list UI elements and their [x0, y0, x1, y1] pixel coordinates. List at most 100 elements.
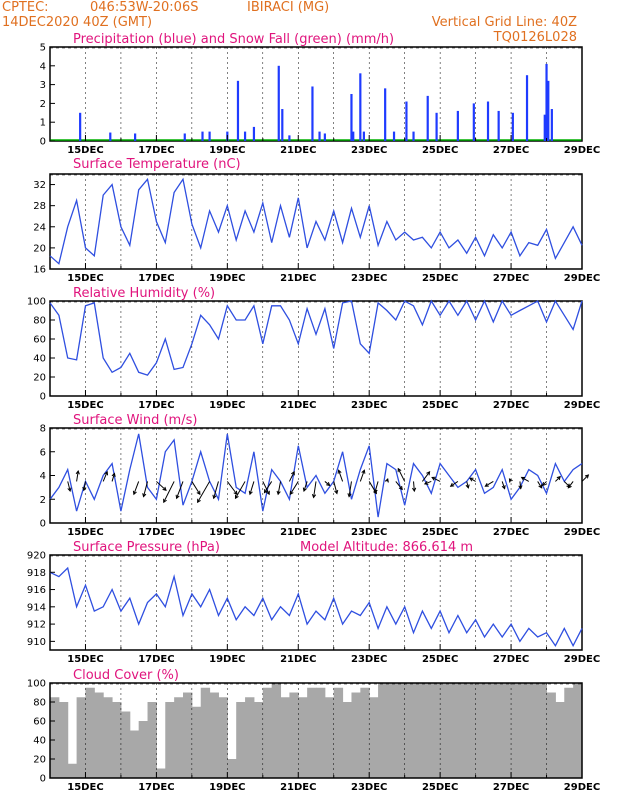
wind-arrow-head — [449, 482, 455, 487]
wind-arrow-head — [234, 494, 239, 500]
humidity-marks — [49, 299, 583, 376]
wind-arrow-shaft — [197, 481, 211, 503]
temp-x-tick-label: 27DEC — [493, 273, 529, 284]
wind-arrow — [337, 469, 344, 482]
pressure-x-ticks: 15DEC 17DEC 19DEC 21DEC 23DEC 25DEC 27DEC 29DEC — [49, 644, 600, 665]
wind-y-tick-label: 8 — [40, 424, 46, 435]
rh-y-tick-label: 0 — [40, 392, 46, 403]
wind-arrow-head — [142, 493, 147, 498]
cloud-cover-bar — [528, 683, 539, 778]
cloud-cover-bar — [271, 683, 282, 778]
precipitation-bar — [412, 131, 415, 141]
wind-arrow-head — [384, 478, 389, 483]
pres-x-tick-label: 29DEC — [564, 654, 600, 665]
pres-y-tick-label: 916 — [27, 585, 46, 596]
precipitation-bar — [79, 112, 82, 141]
cloud-y-tick-label: 80 — [33, 698, 46, 709]
wind-arrow — [541, 481, 547, 487]
wind-arrow-shaft — [413, 481, 415, 492]
cloud-x-tick-label: 19DEC — [209, 782, 245, 793]
wind-arrow-shaft — [431, 476, 441, 482]
wind-x-tick-label: 23DEC — [351, 527, 387, 538]
wind-arrow — [520, 476, 530, 482]
rh-y-tick-label: 40 — [33, 354, 46, 365]
cloud-cover-bar — [511, 683, 521, 778]
humidity-y-ticks: 0 20 40 60 80 100 — [27, 297, 55, 403]
wind-arrow-head — [398, 485, 403, 491]
precipitation-bar — [497, 110, 500, 141]
rh-y-tick-label: 80 — [33, 316, 46, 327]
precip-y-tick-label: 2 — [40, 99, 46, 110]
cloud-cover-frame — [49, 682, 583, 779]
wind-arrow-shaft — [143, 481, 149, 497]
cloud-cover-bar — [342, 702, 352, 778]
wind-arrow — [175, 481, 184, 500]
cloud-x-tick-label: 25DEC — [422, 782, 458, 793]
wind-arrow-head — [431, 476, 436, 481]
wind-arrow-head — [518, 485, 523, 490]
wind-y-tick-label: 4 — [40, 471, 46, 482]
precipitation-bar — [426, 95, 429, 141]
precipitation-bar — [201, 131, 204, 141]
wind-arrow-shaft — [450, 481, 459, 487]
wind-arrow-head — [520, 476, 526, 481]
cloud-cover-bar — [120, 711, 131, 778]
wind-arrow-head — [248, 490, 253, 496]
cloud-cover-bar — [165, 702, 175, 778]
cloud-cover-bar — [316, 687, 326, 778]
wind-arrow-head — [311, 493, 317, 499]
cloud-cover-bar — [227, 759, 237, 778]
wind-arrow-head — [423, 480, 429, 485]
wind-arrow — [234, 481, 246, 500]
cloud-y-tick-label: 0 — [40, 774, 46, 785]
wind-arrow — [302, 481, 308, 493]
wind-arrow-shaft — [348, 481, 352, 497]
pres-x-tick-label: 17DEC — [138, 654, 174, 665]
precip-y-tick-label: 5 — [40, 43, 46, 54]
wind-arrow-head — [501, 485, 506, 490]
wind-arrow-head — [508, 478, 513, 483]
wind-x-tick-label: 19DEC — [209, 527, 245, 538]
header-vertical-grid: Vertical Grid Line: 40Z — [432, 15, 577, 30]
temp-x-tick-label: 15DEC — [67, 273, 103, 284]
precipitation-bar — [362, 131, 365, 141]
wind-arrow — [67, 481, 72, 493]
temp-x-tick-label: 17DEC — [138, 273, 174, 284]
cloud-cover-bar — [147, 702, 157, 778]
pres-x-tick-label: 19DEC — [209, 654, 245, 665]
cloud-cover-bar — [262, 687, 273, 778]
wind-arrow-head — [373, 489, 378, 494]
precipitation-bar — [183, 133, 186, 141]
cloud-cover-bar — [369, 697, 379, 778]
cloud-cover-bar — [466, 683, 477, 778]
cloud-cover-bar — [475, 683, 485, 778]
cloud-cover-bar — [546, 692, 556, 778]
precipitation-panel: 0 1 2 3 4 5 15DEC 17DEC 19DEC 21DEC 23DEC 25DEC 27D… — [40, 32, 601, 156]
precipitation-y-ticks: 0 1 2 3 4 5 — [40, 43, 55, 148]
wind-arrow — [484, 481, 494, 487]
wind-y-tick-label: 2 — [40, 495, 46, 506]
precipitation-bar — [252, 126, 256, 141]
cloud-cover-x-ticks: 15DEC 17DEC 19DEC 21DEC 23DEC 25DEC 27DEC 29DEC — [49, 772, 600, 793]
wind-x-tick-label: 25DEC — [422, 527, 458, 538]
precipitation-bar — [543, 114, 546, 141]
cloud-cover-bar — [218, 697, 228, 778]
cloud-y-tick-label: 20 — [33, 755, 46, 766]
wind-marks — [49, 433, 583, 518]
wind-arrow-head — [469, 477, 474, 482]
cloud-cover-bar — [422, 683, 432, 778]
cloud-cover-bar — [183, 692, 193, 778]
cloud-cover-bar — [413, 683, 423, 778]
wind-arrow — [508, 478, 513, 483]
wind-arrow — [449, 481, 459, 487]
wind-arrow-shaft — [466, 481, 469, 488]
precip-x-tick-label: 15DEC — [67, 145, 103, 156]
cloud-cover-bar — [449, 683, 459, 778]
wind-y-tick-label: 6 — [40, 447, 46, 458]
rh-y-tick-label: 60 — [33, 335, 46, 346]
wind-arrow — [111, 472, 116, 482]
pres-y-tick-label: 920 — [27, 551, 46, 562]
wind-arrow-shaft — [213, 481, 219, 499]
wind-arrow — [324, 481, 331, 487]
precipitation-bar — [208, 131, 211, 141]
